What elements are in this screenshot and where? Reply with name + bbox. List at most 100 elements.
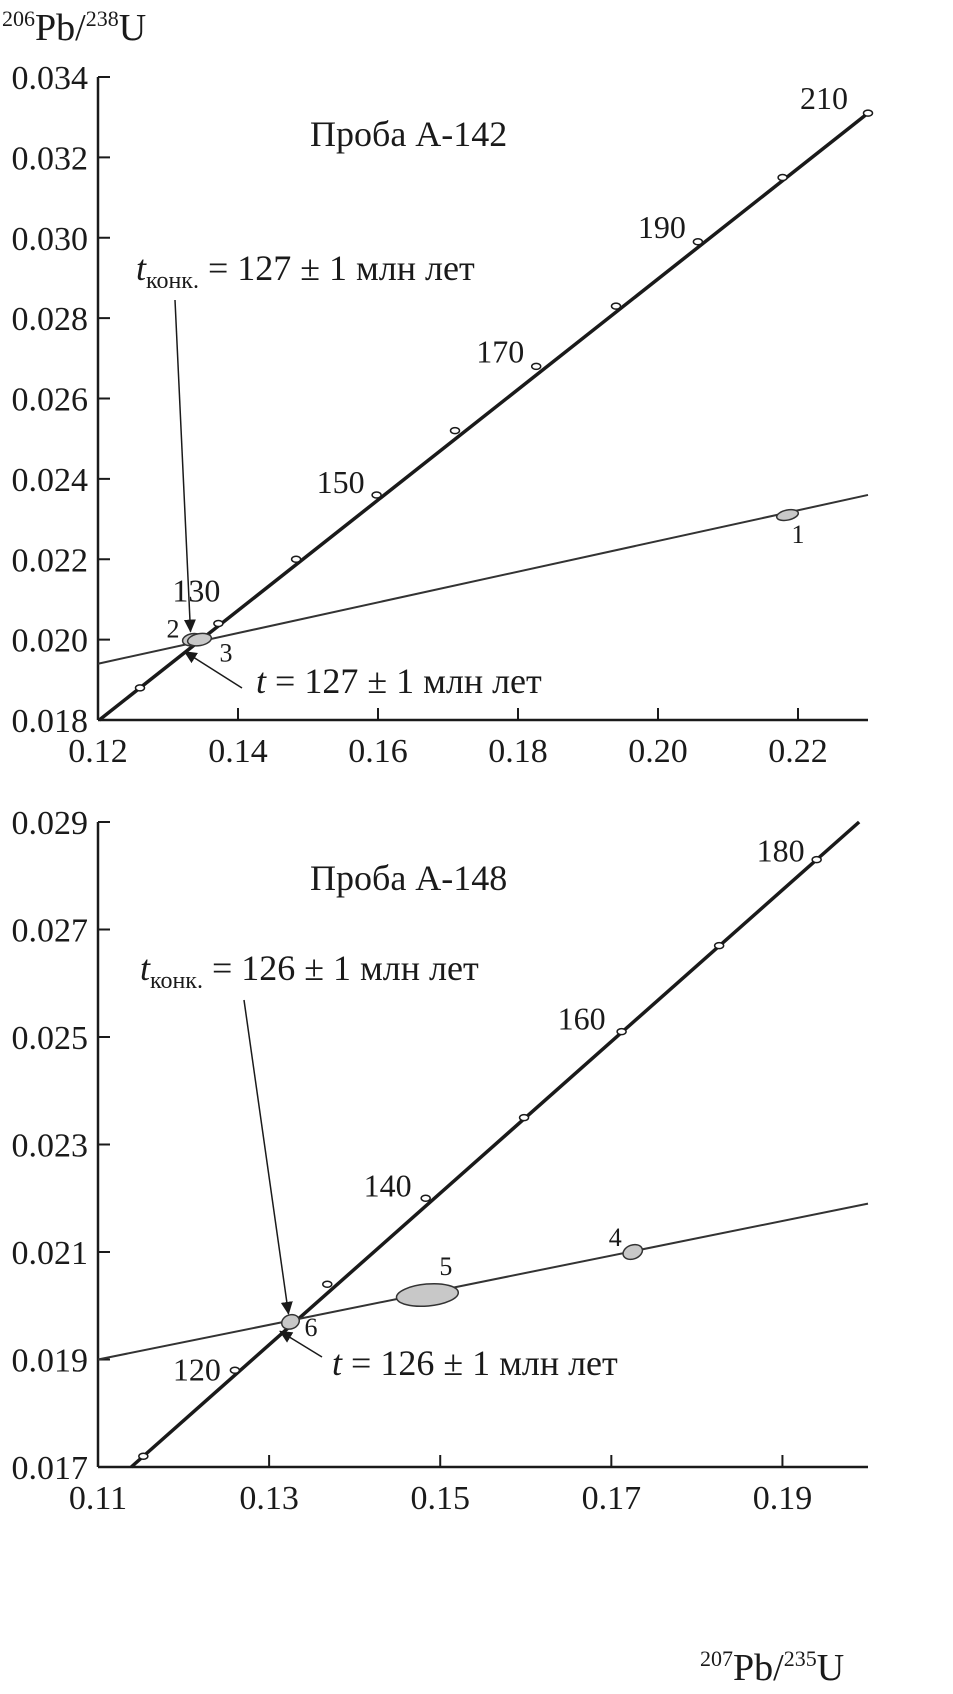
y-axis-title-mid: Pb/ [35, 7, 86, 49]
panel-sample-a142: 0.018 0.020 0.022 0.024 0.026 0.028 0.030 0.032… [12, 60, 874, 770]
x-tick-label: 0.13 [239, 1480, 299, 1517]
annotation-value: = 126 ± 1 млн лет [203, 948, 479, 988]
concordant-age-arrow [174, 299, 196, 633]
concordia-age-marker [811, 855, 822, 864]
analysis-point-label: 2 [167, 615, 180, 644]
y-tick-label: 0.034 [12, 60, 89, 97]
concordia-age-marker [134, 684, 146, 692]
concordant-age-annotation: tконк. = 127 ± 1 млн лет [136, 248, 475, 294]
analysis-ellipse [395, 1282, 460, 1308]
analysis-point-label: 3 [220, 639, 233, 668]
concordia-age-marker [371, 491, 382, 499]
x-tick-label: 0.17 [582, 1480, 642, 1517]
y-tick-label: 0.026 [12, 382, 89, 419]
concordia-age-marker [692, 238, 704, 246]
annotation-t-symbol: t [140, 948, 151, 988]
annotation-value: = 127 ± 1 млн лет [199, 248, 475, 288]
concordia-age-label: 160 [558, 1001, 606, 1037]
analysis-point-label: 6 [305, 1313, 318, 1342]
concordia-age-marker [616, 1027, 627, 1036]
x-axis-title-mid: Pb/ [733, 1647, 784, 1689]
concordia-age-marker [610, 302, 622, 310]
x-axis-title-sup1: 207 [700, 1646, 733, 1671]
annotation-t-symbol: t [256, 661, 267, 701]
concordia-age-label: 120 [173, 1351, 221, 1387]
x-tick-label: 0.11 [69, 1480, 127, 1517]
annotation-t-symbol: t [332, 1343, 343, 1383]
x-tick-label: 0.20 [628, 733, 688, 770]
y-tick-label: 0.030 [12, 221, 89, 258]
analysis-ellipse [280, 1313, 301, 1330]
concordia-age-marker [420, 1194, 431, 1202]
y-tick-label: 0.023 [12, 1128, 89, 1165]
annotation-value: = 127 ± 1 млн лет [266, 661, 542, 701]
annotation-subscript: конк. [150, 968, 203, 994]
concordia-age-marker [530, 362, 542, 371]
intercept-age-annotation: t = 127 ± 1 млн лет [256, 661, 542, 701]
analysis-ellipse [775, 508, 800, 522]
y-tick-label: 0.018 [12, 703, 89, 740]
x-tick-label: 0.15 [410, 1480, 470, 1517]
concordia-age-marker [862, 109, 874, 117]
concordia-age-label: 140 [364, 1167, 412, 1203]
analysis-point-label: 1 [792, 520, 805, 549]
y-tick-label: 0.020 [12, 623, 89, 660]
discordia-line [97, 493, 869, 665]
annotation-subscript: конк. [146, 268, 199, 294]
concordia-age-label: 180 [757, 833, 805, 869]
y-axis-title: 206Pb/238U [2, 6, 146, 49]
analysis-point-label: 4 [609, 1223, 622, 1252]
y-tick-label: 0.017 [12, 1450, 89, 1487]
y-tick-label: 0.021 [12, 1235, 89, 1272]
concordia-age-marker [713, 941, 725, 950]
concordia-age-marker [777, 173, 788, 182]
y-tick-label: 0.027 [12, 913, 89, 950]
x-tick-label: 0.22 [768, 733, 828, 770]
concordia-age-marker [290, 555, 302, 563]
intercept-age-arrow [183, 651, 243, 689]
y-tick-label: 0.029 [12, 805, 89, 842]
x-tick-label: 0.12 [68, 733, 128, 770]
x-tick-label: 0.18 [488, 733, 548, 770]
y-tick-label: 0.022 [12, 542, 89, 579]
analysis-ellipse [186, 632, 213, 647]
y-tick-label: 0.019 [12, 1343, 89, 1380]
concordia-age-label: 130 [172, 573, 220, 609]
y-axis-title-sup1: 206 [2, 6, 35, 31]
concordia-age-label: 170 [476, 333, 524, 369]
panel-sample-a148: 0.017 0.019 0.021 0.023 0.025 0.027 0.029 0.11 0… [12, 805, 869, 1517]
annotation-t-symbol: t [136, 248, 147, 288]
intercept-age-annotation: t = 126 ± 1 млн лет [332, 1343, 618, 1383]
y-axis-title-sup2: 238 [86, 6, 119, 31]
concordia-age-label: 150 [317, 464, 365, 500]
concordia-age-marker [518, 1113, 530, 1122]
x-axis-title-sup2: 235 [784, 1646, 817, 1671]
concordia-age-marker [138, 1452, 149, 1460]
concordia-age-marker [229, 1366, 241, 1374]
concordant-age-annotation: tконк. = 126 ± 1 млн лет [140, 948, 479, 994]
discordia-line [97, 1202, 869, 1361]
x-tick-label: 0.16 [348, 733, 408, 770]
x-tick-label: 0.14 [208, 733, 268, 770]
concordia-age-marker [322, 1280, 333, 1288]
x-axis-title-end: U [817, 1647, 844, 1689]
analysis-point-label: 5 [439, 1252, 452, 1281]
concordia-age-marker [449, 426, 461, 435]
y-tick-label: 0.024 [12, 462, 89, 499]
y-axis-title-end: U [119, 7, 146, 49]
y-tick-label: 0.032 [12, 140, 89, 177]
concordant-age-arrow [243, 999, 293, 1315]
intercept-age-arrow [279, 1330, 323, 1358]
analysis-ellipse [622, 1243, 644, 1261]
concordia-age-label: 210 [800, 80, 848, 116]
concordia-age-label: 190 [638, 209, 686, 245]
annotation-value: = 126 ± 1 млн лет [342, 1343, 618, 1383]
y-tick-label: 0.025 [12, 1020, 89, 1057]
x-axis-title: 207Pb/235U [700, 1646, 844, 1689]
concordia-line [130, 820, 861, 1469]
x-tick-label: 0.19 [753, 1480, 813, 1517]
sample-title: Проба А-142 [310, 114, 507, 154]
concordia-line [98, 111, 870, 722]
sample-title: Проба А-148 [310, 858, 507, 898]
